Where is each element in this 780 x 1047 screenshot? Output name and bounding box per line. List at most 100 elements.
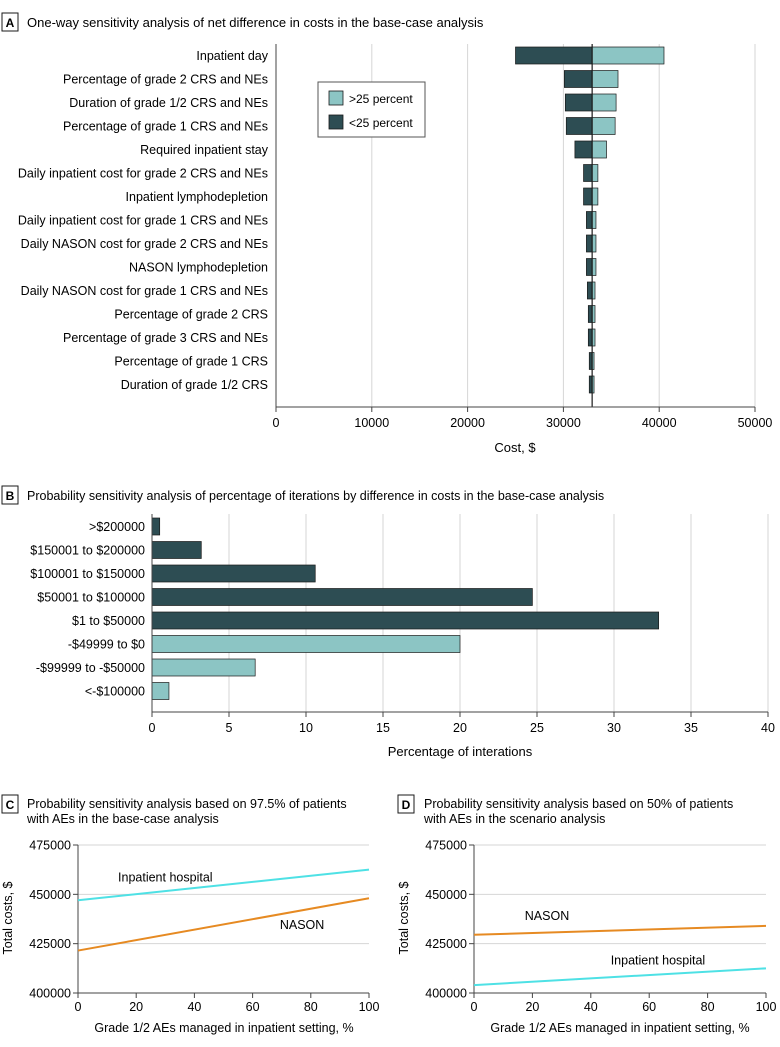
category-label: Percentage of grade 1 CRS and NEs [63,120,268,134]
x-tick-label: 60 [642,1000,656,1014]
bar-high [591,117,616,135]
panel-d: D Probability sensitivity analysis based… [397,794,776,1035]
bar-high [591,187,599,206]
legend-low-label: <25 percent [349,116,413,130]
x-tick-label: 30000 [546,416,581,430]
series-label: NASON [280,918,324,932]
panel-a-x-axis: 0 10000 20000 30000 40000 50000 [273,44,773,430]
y-tick-label: 450000 [425,888,467,902]
bar-low [564,70,593,88]
x-tick-label: 80 [701,1000,715,1014]
bar-low [586,234,593,253]
x-tick-label: 15 [376,721,390,735]
panel-b-x-axis: 0 5 10 15 20 25 30 35 40 [149,514,775,735]
series-line [473,967,767,987]
panel-b-title: Probability sensitivity analysis of perc… [27,489,604,503]
category-label: >$200000 [89,520,145,534]
panel-a-letter-box [1,12,19,32]
y-tick-label: 400000 [29,987,71,1001]
x-tick-label: 5 [226,721,233,735]
panel-b-category-labels: >$200000 $150001 to $200000 $100001 to $15… [30,520,145,699]
x-tick-label: 30 [607,721,621,735]
bar-high [591,140,607,159]
category-label: Daily NASON cost for grade 1 CRS and NEs [21,284,268,298]
panel-c: C Probability sensitivity analysis based… [1,794,379,1035]
panel-d-title-line-2: with AEs in the scenario analysis [423,812,605,826]
series-line [77,868,370,902]
x-tick-label: 40 [187,1000,201,1014]
category-label: Daily NASON cost for grade 2 CRS and NEs [21,237,268,251]
panel-a-x-label: Cost, $ [494,440,536,455]
x-tick-label: 0 [273,416,280,430]
bar-low [574,140,593,159]
y-tick-label: 425000 [29,937,71,951]
panel-c-y-label: Total costs, $ [1,881,15,954]
x-tick-label: 20000 [450,416,485,430]
panel-b-x-label: Percentage of interations [388,744,533,759]
category-label: Daily inpatient cost for grade 1 CRS and… [18,214,268,228]
bar [151,611,660,630]
panel-d-letter-box [397,794,415,814]
panel-d-letter: D [402,798,411,812]
x-tick-label: 100 [756,1000,777,1014]
category-label: Inpatient day [196,49,268,63]
series-label: NASON [525,909,569,923]
category-label: Percentage of grade 3 CRS and NEs [63,331,268,345]
bar [151,635,461,653]
panel-a-letter: A [6,16,15,30]
series-label: Inpatient hospital [118,871,213,885]
panel-a-legend: >25 percent <25 percent [317,81,426,138]
x-tick-label: 20 [525,1000,539,1014]
x-tick-label: 10000 [354,416,389,430]
x-tick-label: 40000 [642,416,677,430]
bar [151,682,170,700]
series-line [473,924,767,936]
y-tick-label: 475000 [425,839,467,853]
legend-high-label: >25 percent [349,92,413,106]
x-tick-label: 20 [129,1000,143,1014]
x-tick-label: 50000 [738,416,773,430]
bar [151,564,316,583]
category-label: <-$100000 [85,685,145,699]
y-tick-label: 450000 [29,888,71,902]
bar-low [586,258,593,276]
panel-d-plot: 400000 425000 450000 475000 0 20 40 60 80 100 NASO… [425,839,776,1015]
category-label: -$49999 to $0 [68,638,145,652]
panel-a-title: One-way sensitivity analysis of net diff… [27,15,484,30]
panel-a: A One-way sensitivity analysis of net di… [1,12,773,455]
category-label: Duration of grade 1/2 CRS and NEs [69,96,268,110]
category-label: $1 to $50000 [72,614,145,628]
bar-low [583,187,593,206]
x-tick-label: 0 [149,721,156,735]
panel-c-plot: 400000 425000 450000 475000 0 20 40 60 80 100 Inpa… [29,839,379,1015]
bar [151,658,256,677]
category-label: NASON lymphodepletion [129,261,268,275]
bar [151,541,202,559]
y-tick-label: 475000 [29,839,71,853]
y-tick-label: 425000 [425,937,467,951]
panel-b-bars [151,517,660,700]
bar [151,517,161,536]
panel-b-letter-box [1,485,19,505]
bar-high [591,70,619,88]
category-label: Percentage of grade 2 CRS and NEs [63,73,268,87]
panel-c-title-line-2: with AEs in the base-case analysis [26,812,219,826]
bar-low [565,117,593,135]
category-label: -$99999 to -$50000 [36,661,145,675]
legend-high-swatch [328,90,344,106]
bar-low [586,211,593,229]
category-label: Daily inpatient cost for grade 2 CRS and… [18,167,268,181]
panel-d-y-label: Total costs, $ [397,881,411,954]
category-label: $150001 to $200000 [30,544,145,558]
bar-high [591,93,617,112]
x-tick-label: 100 [359,1000,380,1014]
category-label: Duration of grade 1/2 CRS [121,378,268,392]
panel-a-bars [515,44,665,407]
category-label: $50001 to $100000 [37,591,145,605]
bar-low [583,164,593,182]
panel-c-title-line-1: Probability sensitivity analysis based o… [27,797,347,811]
panel-a-gridlines [371,44,756,407]
panel-d-title-line-1: Probability sensitivity analysis based o… [424,797,733,811]
panel-c-letter-box [1,794,19,814]
